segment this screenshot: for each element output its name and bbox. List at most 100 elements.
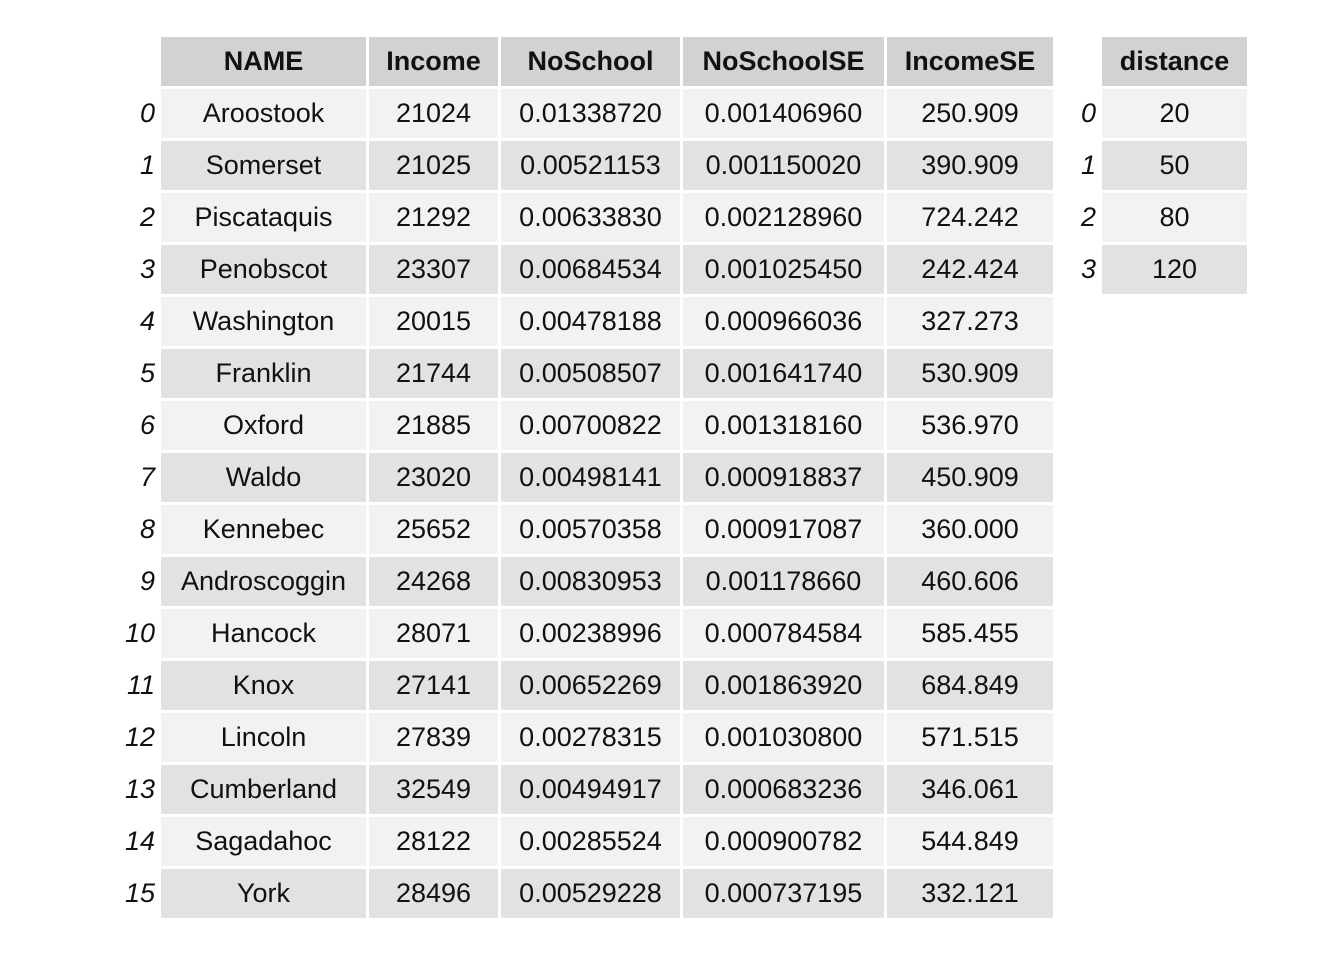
- name-cell: Knox: [161, 661, 366, 710]
- row-index: 2: [139, 202, 155, 232]
- name-cell: Hancock: [161, 609, 366, 658]
- noschool-cell: 0.00684534: [501, 245, 680, 294]
- table-row: 1 Somerset 21025 0.00521153 0.001150020 390.9…: [116, 141, 1053, 190]
- incomese-cell: 360.000: [887, 505, 1053, 554]
- incomese-cell: 536.970: [887, 401, 1053, 450]
- noschoolse-cell: 0.000966036: [683, 297, 884, 346]
- row-index: 8: [139, 514, 155, 544]
- table-row: 6 Oxford 21885 0.00700822 0.001318160 536.970: [116, 401, 1053, 450]
- table-row: 5 Franklin 21744 0.00508507 0.001641740 530.9…: [116, 349, 1053, 398]
- incomese-cell: 724.242: [887, 193, 1053, 242]
- column-header-income: Income: [369, 37, 498, 86]
- name-cell: Aroostook: [161, 89, 366, 138]
- noschoolse-cell: 0.000917087: [683, 505, 884, 554]
- income-cell: 21025: [369, 141, 498, 190]
- row-index: 7: [139, 462, 155, 492]
- name-cell: Androscoggin: [161, 557, 366, 606]
- table-row: 2 80: [1060, 193, 1247, 242]
- noschoolse-cell: 0.001641740: [683, 349, 884, 398]
- row-index: 12: [124, 722, 155, 752]
- income-cell: 21885: [369, 401, 498, 450]
- counties-table: NAME Income NoSchool NoSchoolSE IncomeSE…: [113, 34, 1056, 921]
- income-cell: 21024: [369, 89, 498, 138]
- noschool-cell: 0.00633830: [501, 193, 680, 242]
- income-cell: 23307: [369, 245, 498, 294]
- name-cell: Cumberland: [161, 765, 366, 814]
- row-index: 13: [124, 774, 155, 804]
- noschool-cell: 0.00652269: [501, 661, 680, 710]
- income-cell: 20015: [369, 297, 498, 346]
- noschoolse-cell: 0.000900782: [683, 817, 884, 866]
- noschoolse-cell: 0.002128960: [683, 193, 884, 242]
- index-header: [116, 37, 158, 86]
- row-index: 5: [139, 358, 155, 388]
- table-row: 3 120: [1060, 245, 1247, 294]
- noschoolse-cell: 0.001030800: [683, 713, 884, 762]
- distance-cell: 50: [1102, 141, 1247, 190]
- header-row: distance: [1060, 37, 1247, 86]
- income-cell: 27839: [369, 713, 498, 762]
- table-row: 10 Hancock 28071 0.00238996 0.000784584 585.4…: [116, 609, 1053, 658]
- incomese-cell: 544.849: [887, 817, 1053, 866]
- incomese-cell: 250.909: [887, 89, 1053, 138]
- income-cell: 32549: [369, 765, 498, 814]
- incomese-cell: 390.909: [887, 141, 1053, 190]
- distance-cell: 80: [1102, 193, 1247, 242]
- noschool-cell: 0.00570358: [501, 505, 680, 554]
- row-index: 1: [139, 150, 155, 180]
- name-cell: Lincoln: [161, 713, 366, 762]
- income-cell: 25652: [369, 505, 498, 554]
- noschool-cell: 0.00521153: [501, 141, 680, 190]
- row-index: 3: [1080, 254, 1096, 284]
- incomese-cell: 332.121: [887, 869, 1053, 918]
- income-cell: 28071: [369, 609, 498, 658]
- noschool-cell: 0.00700822: [501, 401, 680, 450]
- name-cell: Waldo: [161, 453, 366, 502]
- income-cell: 28122: [369, 817, 498, 866]
- distance-cell: 120: [1102, 245, 1247, 294]
- name-cell: Washington: [161, 297, 366, 346]
- name-cell: Penobscot: [161, 245, 366, 294]
- noschoolse-cell: 0.001025450: [683, 245, 884, 294]
- column-header-incomese: IncomeSE: [887, 37, 1053, 86]
- income-cell: 24268: [369, 557, 498, 606]
- name-cell: York: [161, 869, 366, 918]
- table-row: 15 York 28496 0.00529228 0.000737195 332.121: [116, 869, 1053, 918]
- incomese-cell: 684.849: [887, 661, 1053, 710]
- noschool-cell: 0.00478188: [501, 297, 680, 346]
- incomese-cell: 327.273: [887, 297, 1053, 346]
- column-header-name: NAME: [161, 37, 366, 86]
- incomese-cell: 571.515: [887, 713, 1053, 762]
- distance-table: distance 0 20 1 50 2 80 3 120: [1057, 34, 1250, 297]
- noschool-cell: 0.00498141: [501, 453, 680, 502]
- row-index: 11: [126, 670, 155, 700]
- row-index: 3: [139, 254, 155, 284]
- row-index: 6: [139, 410, 155, 440]
- noschoolse-cell: 0.000737195: [683, 869, 884, 918]
- row-index: 0: [1080, 98, 1096, 128]
- noschool-cell: 0.00830953: [501, 557, 680, 606]
- income-cell: 21744: [369, 349, 498, 398]
- incomese-cell: 530.909: [887, 349, 1053, 398]
- index-header: [1060, 37, 1099, 86]
- column-header-noschool: NoSchool: [501, 37, 680, 86]
- column-header-distance: distance: [1102, 37, 1247, 86]
- incomese-cell: 450.909: [887, 453, 1053, 502]
- table-row: 2 Piscataquis 21292 0.00633830 0.002128960 72…: [116, 193, 1053, 242]
- noschoolse-cell: 0.000784584: [683, 609, 884, 658]
- incomese-cell: 585.455: [887, 609, 1053, 658]
- noschool-cell: 0.01338720: [501, 89, 680, 138]
- incomese-cell: 242.424: [887, 245, 1053, 294]
- table-row: 1 50: [1060, 141, 1247, 190]
- table-row: 12 Lincoln 27839 0.00278315 0.001030800 571.5…: [116, 713, 1053, 762]
- row-index: 0: [139, 98, 155, 128]
- income-cell: 23020: [369, 453, 498, 502]
- name-cell: Franklin: [161, 349, 366, 398]
- name-cell: Sagadahoc: [161, 817, 366, 866]
- table-row: 0 Aroostook 21024 0.01338720 0.001406960 250.…: [116, 89, 1053, 138]
- name-cell: Oxford: [161, 401, 366, 450]
- noschoolse-cell: 0.001150020: [683, 141, 884, 190]
- row-index: 1: [1080, 150, 1096, 180]
- income-cell: 28496: [369, 869, 498, 918]
- noschoolse-cell: 0.001178660: [683, 557, 884, 606]
